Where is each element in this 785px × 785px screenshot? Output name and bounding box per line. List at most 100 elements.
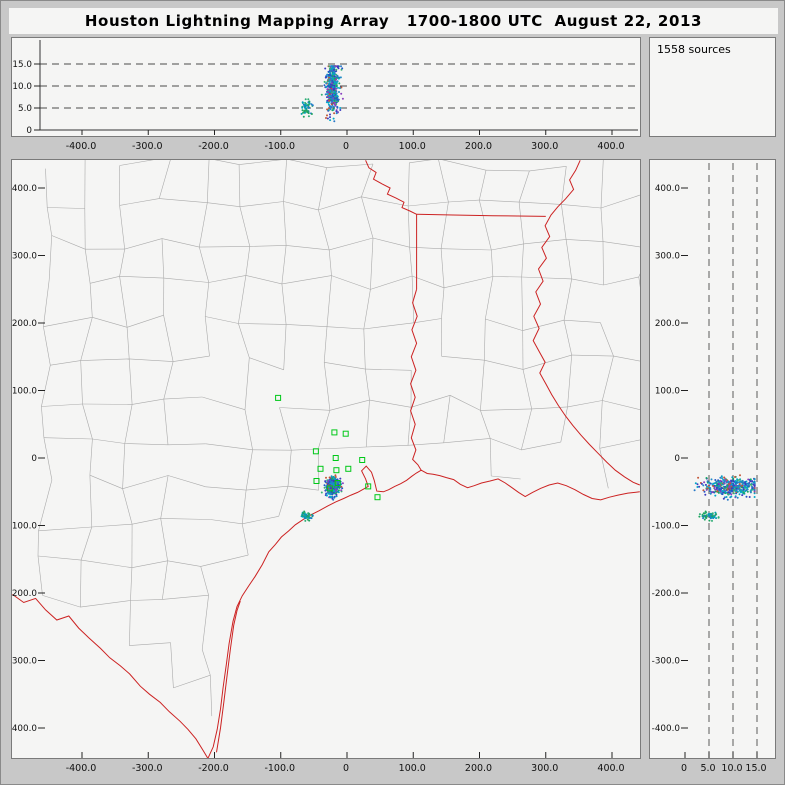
lightning-point: [742, 481, 745, 484]
county-line: [600, 322, 614, 357]
county-line: [38, 526, 92, 532]
lightning-point: [304, 519, 307, 522]
state-boundaries: [12, 160, 640, 758]
lightning-point: [715, 480, 718, 483]
county-line: [173, 674, 211, 689]
county-line: [132, 518, 161, 525]
lightning-point: [709, 488, 712, 491]
lightning-point: [335, 112, 338, 115]
lightning-point: [331, 74, 334, 77]
county-line: [238, 164, 241, 207]
lightning-point: [340, 92, 343, 95]
lightning-point: [727, 493, 730, 496]
lightning-point: [305, 104, 308, 107]
county-line: [408, 201, 449, 207]
lightning-point: [725, 491, 728, 494]
county-line: [92, 438, 125, 444]
lightning-point: [340, 65, 342, 68]
source-count-panel: 1558 sources: [649, 37, 776, 137]
lightning-point: [340, 489, 343, 492]
lightning-point: [747, 478, 750, 481]
lightning-point: [328, 476, 331, 479]
tick-label: 15.0: [12, 60, 32, 70]
east-axis-tick-label: 100.0: [398, 763, 426, 774]
lightning-point: [702, 517, 705, 520]
lightning-point: [327, 101, 330, 104]
lightning-point: [323, 486, 326, 489]
lightning-point: [706, 487, 709, 490]
red-river-border: [365, 160, 417, 215]
lightning-point: [704, 515, 707, 518]
lightning-point: [333, 81, 336, 84]
county-line: [43, 437, 93, 440]
lightning-point: [705, 477, 708, 479]
county-line: [560, 406, 568, 443]
lightning-point: [743, 484, 746, 487]
lightning-point: [716, 490, 719, 493]
county-line: [129, 358, 174, 362]
station-marker: [334, 480, 341, 486]
tick-label: 200.0: [655, 319, 681, 329]
lightning-point: [324, 480, 327, 483]
lightning-point: [328, 495, 331, 498]
lightning-point: [325, 476, 327, 479]
lightning-point: [737, 486, 740, 489]
lightning-point: [333, 73, 336, 76]
lightning-point: [721, 493, 724, 496]
lightning-point: [333, 75, 336, 78]
lightning-point: [311, 104, 314, 107]
county-line: [89, 475, 93, 528]
county-line: [122, 443, 126, 489]
lightning-point: [301, 515, 304, 518]
lightning-point: [327, 103, 330, 106]
county-line: [440, 201, 449, 249]
lightning-point: [702, 484, 705, 487]
county-boundaries: [37, 160, 640, 717]
source-count-label: 1558 sources: [657, 43, 731, 56]
lightning-point: [341, 97, 344, 100]
county-line: [571, 278, 604, 286]
lightning-point: [703, 481, 706, 484]
lightning-point: [335, 78, 337, 81]
lightning-point: [702, 489, 705, 492]
lightning-point: [335, 493, 338, 496]
county-line: [563, 320, 572, 356]
lightning-point: [712, 485, 715, 487]
county-line: [46, 207, 52, 236]
lightning-point: [328, 76, 330, 79]
county-line: [241, 523, 249, 556]
lightning-point: [324, 67, 327, 70]
county-line: [372, 237, 410, 248]
lightning-point: [738, 489, 741, 492]
lightning-point: [713, 482, 716, 485]
county-line: [199, 247, 210, 283]
tick-label: -300.0: [12, 657, 37, 667]
county-line: [331, 275, 371, 290]
lightning-point: [711, 515, 714, 518]
county-line: [518, 170, 530, 203]
county-line: [241, 490, 247, 524]
county-line: [600, 207, 604, 242]
county-line: [279, 407, 292, 451]
county-line: [168, 475, 206, 488]
county-line: [238, 323, 250, 358]
county-line: [409, 160, 432, 164]
tick-label: -400.0: [652, 724, 681, 734]
county-line: [43, 326, 51, 366]
lightning-point: [332, 97, 335, 100]
county-line: [199, 246, 250, 248]
lightning-point: [341, 487, 344, 490]
county-line: [124, 443, 169, 446]
county-line: [238, 275, 247, 324]
lightning-point: [744, 483, 747, 486]
lightning-point: [724, 478, 727, 481]
county-line: [599, 448, 609, 489]
county-line: [523, 239, 567, 245]
lightning-point: [710, 478, 713, 481]
county-line: [561, 204, 567, 240]
county-line: [119, 160, 154, 166]
county-line: [328, 249, 332, 276]
lightning-point: [310, 517, 313, 520]
lightning-point: [714, 479, 717, 481]
